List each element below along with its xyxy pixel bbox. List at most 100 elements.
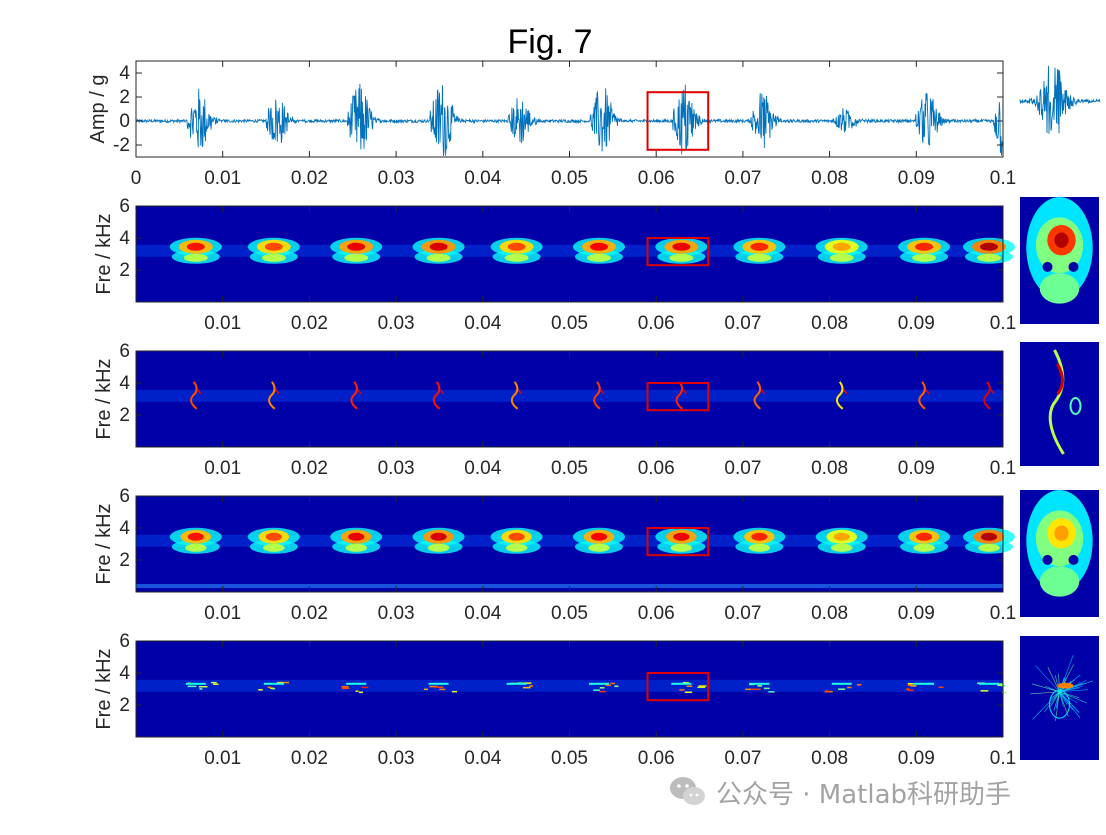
x-tick-label: 0.08 [811,458,848,479]
inset-hole [1042,554,1053,565]
heatmap-speck [529,685,534,687]
heatmap-blob-lower [185,543,207,552]
x-tick-label: 0.04 [464,168,501,189]
inset-ray [1054,675,1060,692]
x-tick-label: 0.08 [811,168,848,189]
inset-ray [1055,691,1060,709]
heatmap-ridge-peak [600,389,605,395]
heatmap-streak [185,682,206,685]
heatmap-blob-core [832,242,851,251]
heatmap-blob-core [916,532,933,541]
heatmap-speck [824,690,833,693]
heatmap-speck [522,682,532,684]
x-tick-label: 0.09 [898,603,935,624]
heatmap-speck [938,686,944,689]
y-tick-label: -2 [113,135,130,156]
heatmap-blob-core [507,242,526,251]
inset-ray [1059,691,1080,699]
y-tick-label: 6 [119,486,130,507]
heatmap-blob-lower [183,253,208,262]
x-tick-label: 0.04 [464,458,501,479]
heatmap-speck [1002,691,1007,694]
heatmap-speck [906,688,910,690]
y-tick-label: 2 [119,405,130,426]
heatmap-speck [847,686,852,689]
inset-blob-peak [1054,232,1069,248]
heatmap-ridge-peak [357,389,362,395]
heatmap-ridge-peak [990,389,995,395]
x-tick-label: 0.07 [724,313,761,334]
inset-hotspot [1057,682,1074,689]
heatmap-ridge-peak [682,389,687,395]
frequency-band [136,244,1003,257]
x-tick-label: 0.06 [638,458,675,479]
heatmap-speck [211,681,217,684]
x-tick-label: 0.02 [291,458,328,479]
heatmap-speck [341,687,350,690]
heatmap-blob-lower [978,543,1000,552]
watermark: 公众号 · Matlab科研助手 [668,772,1011,812]
wechat-icon [670,777,705,805]
heatmap-streak [346,682,367,685]
heatmap-blob-lower [586,253,611,262]
y-tick-label: 4 [119,518,130,539]
x-tick-label: 0.1 [990,603,1016,624]
inset-ridge [1048,349,1065,455]
heatmap-speck [997,684,1003,687]
x-tick-label: 0.05 [551,313,588,334]
y-tick-label: 2 [119,695,130,716]
inset-ring [1049,689,1070,719]
heatmap-streak [831,682,852,685]
heatmap-ridge-peak [197,389,202,395]
heatmap-speck [187,685,197,688]
inset-ray [1032,691,1060,720]
heatmap-speck [198,685,208,688]
heatmap-blob-lower [669,253,694,262]
heatmap-speck [341,685,349,688]
y-tick-label: 2 [119,260,130,281]
heatmap-streak [428,682,449,685]
heatmap-blob-core [672,242,691,251]
x-tick-label: 0.04 [464,748,501,769]
x-tick-label: 0.03 [378,458,415,479]
inset-ray [1043,691,1060,713]
x-tick-label: 0.02 [291,748,328,769]
x-tick-label: 0.07 [724,748,761,769]
frequency-band [136,389,1003,402]
x-tick-label: 0.02 [291,313,328,334]
inset-ridge-peak [1056,363,1064,395]
y-tick-label: 4 [119,63,130,84]
x-tick-label: 0.1 [990,748,1016,769]
y-tick-label: 4 [119,663,130,684]
panel-5: 0.01 0.02 0.03 0.04 0.05 0.06 0.07 0.08 0.09 0.1 2… [93,631,1099,769]
heatmap-speck [199,688,203,690]
heatmap-speck [282,681,290,684]
x-tick-label: 0.05 [551,168,588,189]
x-tick-label: 0.01 [204,313,241,334]
x-tick-label: 0.07 [724,603,761,624]
heatmap-speck [763,687,770,690]
x-tick-label: 0.04 [464,603,501,624]
heatmap-blob-lower [670,543,693,552]
heatmap-speck [434,686,439,689]
figure-title: Fig. 7 [507,23,592,61]
x-tick-label: 0.01 [204,458,241,479]
inset-ray [1059,691,1087,704]
heatmap-blob-core [187,532,204,541]
inset-ray [1035,665,1060,693]
x-tick-label: 0 [131,168,142,189]
heatmap-ridge-peak [760,389,765,395]
x-tick-label: 0.09 [898,168,935,189]
heatmap-speck [423,688,428,691]
heatmap-blob-core [264,242,283,251]
axes-frame [135,60,1004,158]
heatmap-ridge-peak [439,389,445,395]
heatmap-blob-lower [912,253,937,262]
heatmap-speck [429,685,439,688]
inset-ray [1059,682,1086,693]
y-tick-label: 4 [119,228,130,249]
x-tick-label: 0.03 [378,748,415,769]
heatmap-blob-lower [913,543,935,552]
heatmap-blob-core [508,532,525,541]
